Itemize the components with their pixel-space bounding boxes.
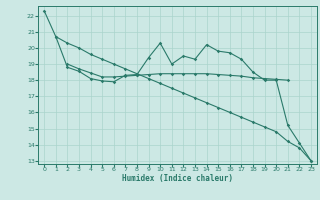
X-axis label: Humidex (Indice chaleur): Humidex (Indice chaleur) [122, 174, 233, 183]
